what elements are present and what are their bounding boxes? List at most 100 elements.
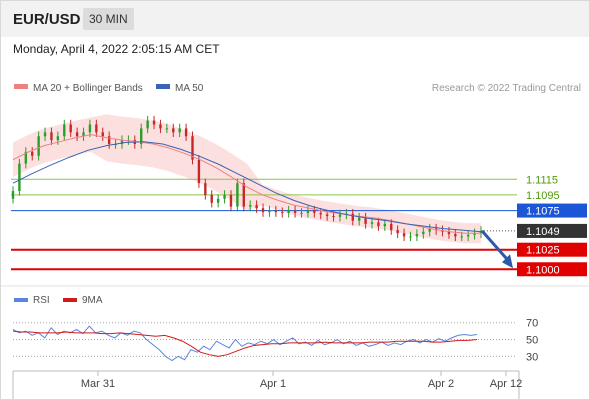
candle-body [95, 124, 98, 133]
candle-body [152, 120, 156, 125]
candle-body [56, 136, 60, 141]
forecast-arrow [480, 229, 513, 269]
candle-body [11, 191, 15, 199]
level-labels: 1.1115 1.1095 1.1075 1.1049 1.1025 1.1000 [517, 174, 587, 277]
candle-body [383, 223, 387, 227]
candle-body [454, 234, 457, 237]
instrument-title: EUR/USD [13, 11, 81, 28]
candle-body [268, 210, 271, 213]
candle-body [236, 183, 239, 207]
candle-body [197, 159, 201, 184]
candle-body [319, 212, 322, 215]
candle-body [447, 231, 451, 235]
candle-body [172, 128, 175, 133]
pivot-label: 1.1075 [526, 206, 560, 218]
candle-body [165, 128, 169, 130]
candle-body [82, 132, 85, 137]
candle-body [255, 205, 258, 209]
support-label-box [517, 242, 587, 257]
support-label: 1.1000 [526, 264, 560, 276]
timeframe-button[interactable]: 30 MIN [83, 8, 134, 30]
x-tick-label: Apr 1 [260, 378, 286, 390]
candle-body [31, 151, 34, 156]
candle-body [24, 151, 28, 164]
candle-body [75, 132, 79, 137]
candle-body [69, 124, 72, 133]
rsi-tick-label: 70 [526, 318, 538, 330]
candle-body [140, 128, 143, 145]
resistance-label: 1.1115 [526, 174, 558, 186]
candle-body [422, 231, 425, 235]
ma20-legend-swatch [14, 84, 28, 89]
rsi-legend-label: RSI [33, 295, 50, 306]
candle-body [409, 236, 412, 238]
candle-body [107, 136, 111, 145]
candle-body [460, 236, 463, 238]
copyright-text: Research © 2022 Trading Central [432, 83, 581, 94]
candle-body [242, 183, 245, 207]
rsi-tick-label: 30 [526, 351, 538, 363]
candle-body [146, 120, 149, 129]
support-label: 1.1025 [526, 245, 560, 257]
candle-body [287, 210, 290, 213]
candle-body [338, 214, 342, 217]
rsi-ma-legend-label: 9MA [82, 295, 103, 306]
candle-body [249, 205, 252, 207]
candle-body [415, 234, 419, 237]
header-bar: EUR/USD 30 MIN [1, 1, 589, 37]
candle-body [204, 183, 207, 195]
candle-body [210, 194, 213, 203]
forecast-arrow-shaft [480, 229, 510, 262]
ma20-legend-label: MA 20 + Bollinger Bands [33, 83, 143, 94]
candle-body [428, 228, 431, 232]
candle-body [332, 216, 335, 218]
x-axis-ticks: Mar 31 Apr 1 Apr 2 Apr 12 [81, 371, 522, 390]
candle-body [101, 132, 104, 137]
rsi-panel: 70 50 30 [12, 318, 538, 363]
candle-body [473, 233, 476, 235]
x-tick-label: Apr 2 [428, 378, 454, 390]
resistance-label: 1.1095 [526, 190, 560, 202]
candle-body [50, 132, 53, 141]
moving-averages [12, 134, 482, 234]
candle-body [191, 136, 194, 160]
candle-body [402, 233, 406, 237]
candle-body [216, 198, 220, 203]
candle-body [364, 217, 367, 224]
ma50-line [12, 141, 482, 233]
candle-body [159, 124, 162, 129]
candle-body [37, 136, 40, 156]
rsi-ma-legend-swatch [63, 298, 77, 302]
current-price-box [517, 223, 587, 238]
forecast-arrow-head [502, 254, 513, 269]
candle-body [229, 194, 233, 207]
candle-body [63, 124, 66, 137]
candle-body [306, 210, 310, 213]
candle-body [351, 213, 354, 221]
rsi-line [12, 325, 478, 362]
candle-body [43, 132, 47, 137]
ma50-legend-label: MA 50 [175, 83, 204, 94]
candle-body [325, 214, 329, 217]
candle-body [261, 208, 265, 213]
candle-body [223, 194, 226, 199]
candle-body [313, 210, 316, 213]
candle-body [396, 230, 399, 234]
candle-body [178, 128, 181, 133]
candle-body [120, 140, 124, 145]
candle-body [274, 210, 278, 213]
timestamp: Monday, April 4, 2022 2:05:15 AM CET [13, 42, 220, 56]
rsi-legend-swatch [14, 298, 28, 302]
candle-body [390, 223, 393, 231]
candle-body [18, 163, 21, 191]
candle-body [300, 212, 303, 214]
candle-body [281, 212, 284, 214]
candle-body [184, 128, 188, 137]
candle-body [88, 124, 92, 133]
support-label-box [517, 262, 587, 277]
pivot-label-box [517, 203, 587, 218]
x-tick-label: Mar 31 [81, 378, 115, 390]
candle-body [370, 222, 374, 224]
candle-body [293, 210, 297, 213]
